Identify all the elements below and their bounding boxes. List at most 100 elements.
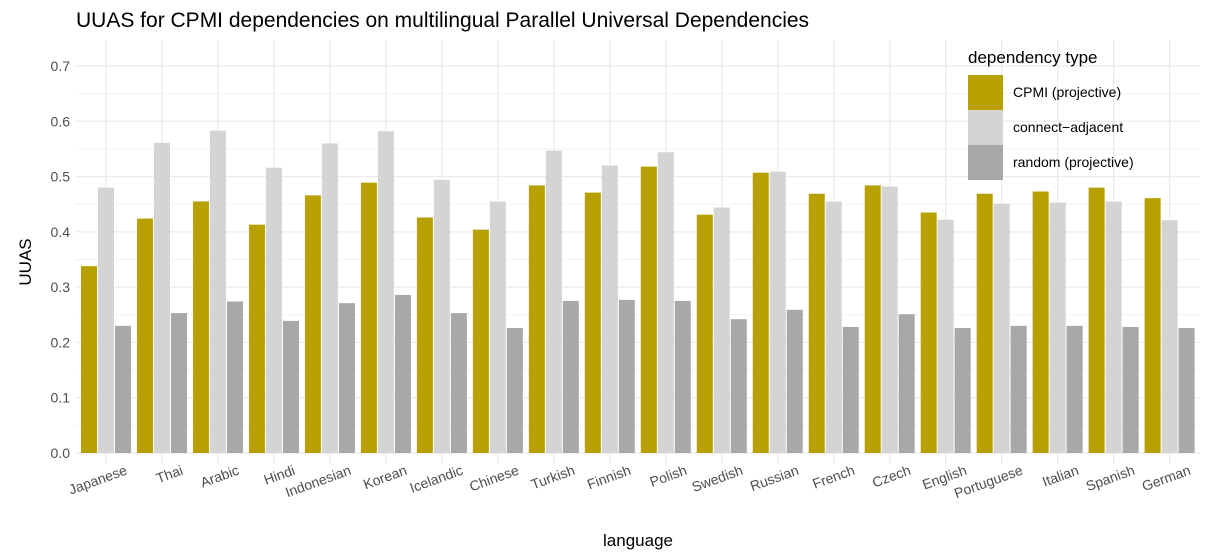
bar-finnish-3 (618, 299, 635, 453)
x-tick-label: Arabic (198, 462, 241, 491)
bar-finnish-1 (584, 192, 601, 453)
bar-russian-2 (769, 171, 786, 454)
x-tick-label: Turkish (529, 462, 577, 493)
x-tick-label: German (1140, 462, 1193, 494)
bar-chinese-3 (506, 328, 523, 453)
legend-key (968, 110, 1003, 145)
y-axis-title: UUAS (16, 238, 35, 285)
bar-japanese-2 (98, 187, 114, 453)
legend-label: connect−adjacent (1013, 119, 1123, 135)
bar-hindi-2 (265, 167, 282, 453)
bar-icelandic-3 (450, 313, 467, 453)
bar-spanish-3 (1122, 326, 1139, 453)
bar-portuguese-1 (976, 193, 993, 453)
x-tick-label: Polish (648, 462, 689, 490)
bar-french-3 (842, 326, 859, 453)
x-tick-label: Italian (1040, 462, 1081, 490)
y-tick-label: 0.0 (51, 445, 71, 461)
bar-german-3 (1178, 328, 1195, 453)
x-tick-label: Finnish (585, 462, 633, 492)
bar-russian-1 (752, 172, 769, 454)
bar-swedish-2 (713, 207, 730, 453)
bar-spanish-2 (1105, 201, 1122, 453)
bar-italian-3 (1066, 325, 1083, 453)
grid-lines (76, 40, 1200, 464)
bar-polish-3 (674, 300, 691, 453)
bar-japanese-1 (81, 266, 97, 453)
bar-turkish-1 (528, 185, 545, 453)
legend-key (968, 145, 1003, 180)
bar-swedish-3 (730, 319, 747, 453)
bar-polish-2 (657, 152, 674, 453)
bar-thai-3 (170, 313, 187, 453)
bar-french-2 (825, 201, 842, 453)
bar-thai-2 (153, 142, 170, 453)
y-tick-label: 0.7 (51, 58, 71, 74)
x-axis-title: language (603, 531, 673, 550)
bar-finnish-2 (601, 165, 618, 453)
bar-korean-1 (360, 182, 377, 453)
bar-icelandic-2 (433, 179, 450, 454)
x-tick-label: Chinese (467, 462, 521, 495)
legend-key (968, 75, 1003, 110)
x-tick-label: Swedish (690, 462, 745, 495)
y-tick-label: 0.1 (51, 390, 71, 406)
bar-german-1 (1144, 198, 1161, 453)
legend-title: dependency type (968, 48, 1098, 67)
bar-polish-1 (640, 166, 657, 453)
bar-korean-3 (394, 294, 411, 453)
bar-arabic-2 (209, 130, 226, 454)
y-axis-ticks: 0.0 0.1 0.2 0.3 0.4 0.5 0.6 0.7 (51, 58, 71, 461)
legend-label: CPMI (projective) (1013, 84, 1121, 100)
bar-czech-1 (864, 185, 881, 453)
bar-turkish-3 (562, 300, 579, 453)
x-tick-label: Thai (154, 462, 185, 486)
bar-english-1 (920, 212, 937, 453)
x-tick-label: Spanish (1084, 462, 1137, 494)
y-tick-label: 0.5 (51, 169, 71, 185)
x-tick-label: Korean (361, 462, 409, 492)
bar-arabic-3 (226, 301, 243, 453)
bar-spanish-1 (1088, 187, 1105, 453)
bar-chinese-1 (472, 229, 489, 453)
bar-italian-2 (1049, 202, 1066, 453)
bar-czech-3 (898, 314, 915, 453)
bar-thai-1 (136, 218, 153, 453)
bar-hindi-1 (248, 224, 265, 453)
bar-portuguese-2 (993, 203, 1010, 453)
x-tick-label: Japanese (66, 462, 129, 498)
bar-indonesian-1 (304, 195, 321, 453)
chart-title: UUAS for CPMI dependencies on multilingu… (76, 9, 809, 32)
bar-hindi-3 (282, 320, 299, 453)
bars (81, 130, 1195, 454)
x-tick-label: Icelandic (407, 462, 464, 496)
bar-turkish-2 (545, 150, 562, 453)
bar-chinese-2 (489, 201, 506, 453)
legend-label: random (projective) (1013, 154, 1134, 170)
bar-english-3 (954, 328, 971, 453)
bar-german-2 (1161, 220, 1178, 453)
bar-czech-2 (881, 186, 898, 453)
bar-english-2 (937, 219, 954, 453)
bar-indonesian-2 (321, 143, 338, 453)
bar-russian-3 (786, 309, 803, 453)
y-tick-label: 0.3 (51, 279, 71, 295)
x-tick-label: Russian (748, 462, 801, 494)
bar-japanese-3 (115, 325, 131, 453)
x-tick-label: French (810, 462, 856, 492)
bar-arabic-1 (192, 201, 209, 453)
bar-indonesian-3 (338, 303, 355, 453)
bar-swedish-1 (696, 214, 713, 453)
bar-korean-2 (377, 131, 394, 454)
x-tick-label: Czech (870, 462, 913, 491)
bar-icelandic-1 (416, 217, 433, 453)
bar-portuguese-3 (1010, 325, 1027, 453)
bar-french-1 (808, 193, 825, 453)
y-tick-label: 0.6 (51, 113, 71, 129)
bar-italian-1 (1032, 191, 1049, 453)
legend: dependency type CPMI (projective) connect… (968, 48, 1134, 180)
y-tick-label: 0.2 (51, 334, 71, 350)
y-tick-label: 0.4 (51, 224, 71, 240)
